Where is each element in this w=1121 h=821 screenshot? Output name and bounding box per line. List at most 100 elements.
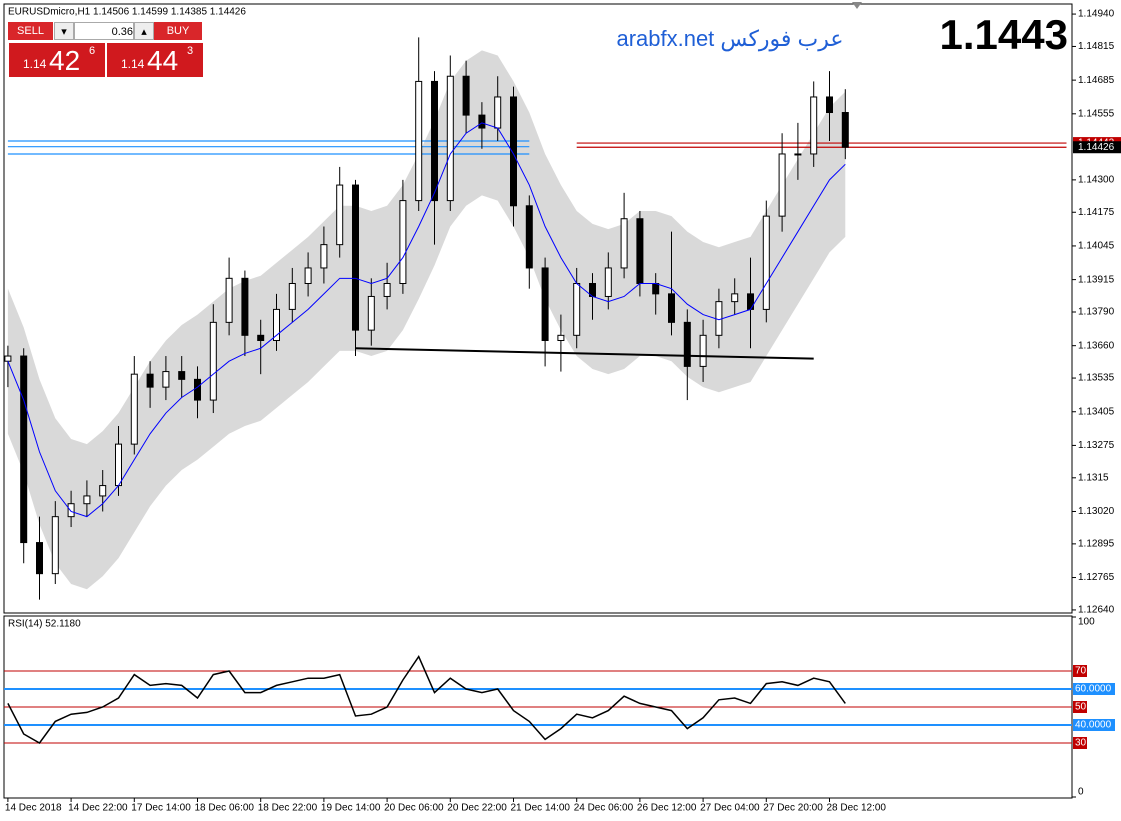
x-tick-label: 19 Dec 14:00 (321, 803, 381, 814)
candle-body (715, 301, 723, 336)
candle-body (383, 282, 391, 297)
candle-body (636, 218, 644, 284)
candle-body (4, 355, 12, 362)
x-tick-label: 18 Dec 06:00 (195, 803, 255, 814)
y-tick-label: 1.14815 (1078, 41, 1115, 52)
candle-body (257, 334, 265, 341)
candle-body (478, 114, 486, 129)
y-tick-label: 1.13660 (1078, 340, 1115, 351)
candle-body (225, 277, 233, 323)
candle-body (209, 321, 217, 401)
x-tick-label: 27 Dec 04:00 (700, 803, 760, 814)
candle-body (115, 443, 122, 487)
candle-body (446, 75, 454, 202)
level-label: 30 (1075, 738, 1087, 749)
candle-body (794, 153, 802, 156)
ask-frac: 3 (187, 45, 194, 57)
y-tick-label: 1.13275 (1078, 440, 1115, 451)
y-tick-label: 100 (1078, 617, 1095, 628)
trade-panel: SELL ▾ 0.36 ▴ BUY 1.14 42 6 1.14 44 3 (8, 20, 204, 78)
candle-body (699, 334, 707, 367)
candle-body (731, 293, 739, 303)
ask-prefix: 1.14 (121, 57, 145, 71)
candle-body (557, 334, 565, 341)
level-label-box (1073, 683, 1115, 695)
y-tick-label: 1.13020 (1078, 506, 1115, 517)
candle-body (83, 495, 91, 505)
candle-body (399, 200, 407, 284)
y-tick-label: 1.14685 (1078, 75, 1115, 86)
price-label-box (1073, 141, 1121, 154)
big-price: 1.1443 (940, 11, 1068, 58)
y-tick-label: 1.13915 (1078, 274, 1115, 285)
y-tick-label: 1.14175 (1078, 207, 1115, 218)
candle-body (747, 293, 754, 310)
candle-body (525, 205, 533, 269)
candle-body (336, 184, 344, 246)
x-tick-label: 18 Dec 22:00 (258, 803, 318, 814)
level-label-box (1073, 665, 1087, 677)
candle-body (762, 215, 770, 310)
y-tick-label: 1.14555 (1078, 108, 1115, 119)
rsi-title: RSI(14) 52.1180 (8, 619, 81, 630)
lot-up[interactable]: ▴ (134, 22, 154, 40)
candle-body (146, 373, 154, 388)
watermark: arabfx.net عرب فوركس (616, 26, 843, 52)
candle-body (99, 485, 107, 497)
candle-body (367, 295, 375, 331)
level-label: 60.0000 (1075, 684, 1112, 695)
candle-body (510, 96, 517, 207)
level-label: 40.0000 (1075, 720, 1112, 731)
y-tick-label: 1.13790 (1078, 307, 1115, 318)
candle-body (273, 308, 280, 341)
candle-body (620, 218, 628, 269)
level-label-box (1073, 737, 1087, 749)
candle-body (652, 282, 660, 295)
y-tick-label: 0 (1078, 787, 1084, 798)
x-tick-label: 14 Dec 22:00 (68, 803, 128, 814)
bid-prefix: 1.14 (23, 57, 47, 71)
candle-body (810, 96, 818, 155)
x-tick-label: 20 Dec 22:00 (447, 803, 507, 814)
candle-body (36, 542, 43, 575)
candle-body (541, 267, 549, 341)
x-tick-label: 20 Dec 06:00 (384, 803, 444, 814)
x-tick-label: 26 Dec 12:00 (637, 803, 697, 814)
sell-button[interactable]: SELL (8, 22, 53, 40)
candle-body (288, 282, 296, 310)
candle-body (194, 378, 201, 401)
ask-box[interactable]: 1.14 44 3 (106, 42, 204, 78)
lot-input[interactable]: 0.36 (74, 22, 134, 40)
candle-body (130, 373, 138, 445)
price-frame (3, 3, 1073, 614)
candle-body (683, 321, 691, 367)
candle-body (462, 75, 470, 116)
level-label-box (1073, 701, 1087, 713)
bid-main: 42 (49, 45, 81, 76)
candle-body (841, 112, 849, 148)
candle-body (778, 153, 786, 217)
x-tick-label: 14 Dec 2018 (5, 803, 62, 814)
y-tick-label: 1.14940 (1078, 9, 1115, 20)
x-tick-label: 24 Dec 06:00 (574, 803, 634, 814)
y-tick-label: 1.14300 (1078, 175, 1115, 186)
candle-body (668, 293, 675, 323)
candle-body (241, 277, 249, 336)
candle-body (178, 371, 186, 380)
bid-box[interactable]: 1.14 42 6 (8, 42, 106, 78)
moving-average (7, 122, 846, 518)
y-tick-label: 1.12895 (1078, 539, 1115, 550)
candle-body (304, 267, 312, 284)
x-tick-label: 28 Dec 12:00 (827, 803, 887, 814)
candle-body (20, 355, 28, 544)
lot-down[interactable]: ▾ (54, 22, 74, 40)
trendline (355, 347, 814, 360)
y-tick-label: 1.1315 (1078, 472, 1109, 483)
buy-button[interactable]: BUY (154, 22, 202, 40)
x-tick-label: 21 Dec 14:00 (511, 803, 571, 814)
level-label: 50 (1075, 702, 1087, 713)
x-tick-label: 27 Dec 20:00 (763, 803, 823, 814)
price-label: 1.14426 (1078, 142, 1115, 153)
